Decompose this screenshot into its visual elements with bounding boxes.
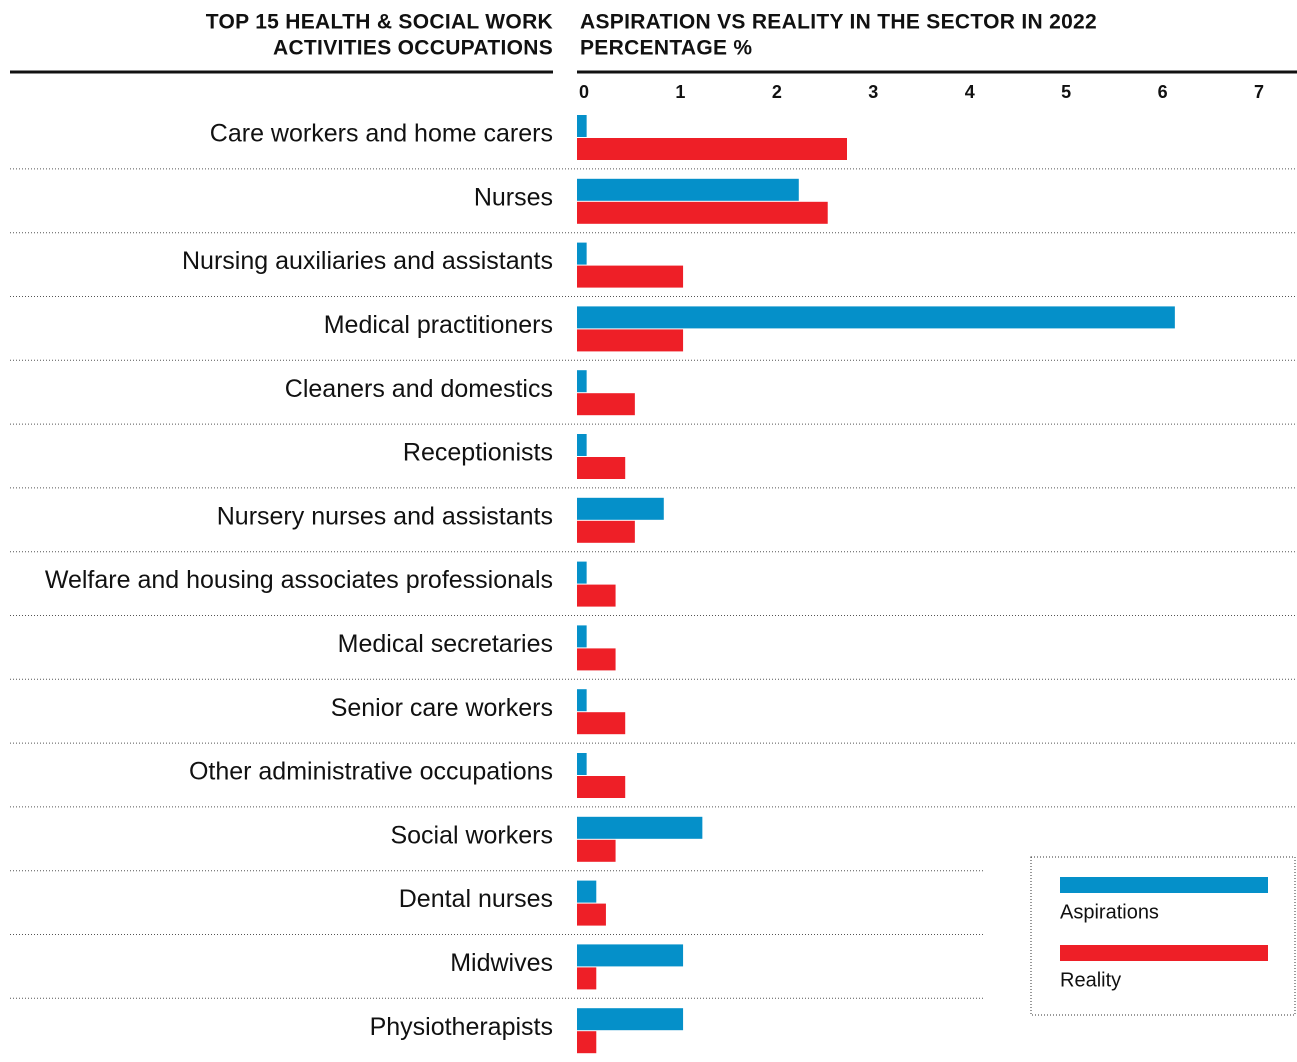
legend-swatch	[1060, 945, 1268, 961]
legend-box	[1030, 856, 1296, 1016]
bar	[577, 776, 626, 798]
bar	[577, 265, 684, 288]
bar	[577, 242, 587, 265]
x-tick-label: 0	[579, 82, 589, 102]
bar	[577, 944, 684, 967]
bar	[577, 115, 587, 137]
chart-title: ASPIRATION VS REALITY IN THE SECTOR IN 2…	[580, 11, 1097, 34]
category-label: Medical practitioners	[324, 311, 553, 339]
bar	[577, 816, 703, 839]
category-label: Nursery nurses and assistants	[217, 502, 553, 530]
bar	[577, 880, 597, 903]
bar	[577, 967, 597, 990]
x-tick-label: 2	[772, 82, 782, 102]
left-title: ACTIVITIES OCCUPATIONS	[273, 37, 553, 60]
category-label: Dental nurses	[399, 885, 553, 913]
bar	[577, 689, 587, 712]
x-tick-label: 4	[965, 82, 975, 102]
category-label: Medical secretaries	[338, 630, 553, 658]
bar	[577, 138, 847, 160]
bar	[577, 370, 587, 393]
bar	[577, 329, 684, 352]
bar	[577, 712, 626, 735]
category-label: Receptionists	[403, 439, 553, 467]
category-label: Physiotherapists	[370, 1013, 553, 1041]
bar	[577, 753, 587, 775]
bar	[577, 903, 606, 926]
category-label: Midwives	[450, 949, 553, 977]
legend-label: Aspirations	[1060, 901, 1159, 923]
bar	[577, 393, 635, 416]
category-label: Welfare and housing associates professio…	[45, 566, 553, 594]
category-label: Social workers	[390, 821, 553, 849]
bar	[577, 520, 635, 543]
bar	[577, 648, 616, 671]
legend-swatch	[1060, 877, 1268, 893]
category-label: Senior care workers	[331, 694, 553, 722]
category-label: Nurses	[474, 183, 553, 211]
chart-title: PERCENTAGE %	[580, 37, 752, 60]
category-label: Nursing auxiliaries and assistants	[182, 247, 553, 275]
x-tick-label: 1	[675, 82, 685, 102]
x-tick-label: 3	[868, 82, 878, 102]
bar	[577, 584, 616, 607]
legend-label: Reality	[1060, 969, 1121, 991]
bar	[577, 561, 587, 584]
bar	[577, 497, 664, 520]
bar	[577, 457, 626, 479]
bar	[577, 839, 616, 862]
bar	[577, 625, 587, 648]
category-label: Cleaners and domestics	[285, 375, 553, 403]
category-label: Care workers and home carers	[210, 120, 553, 148]
bar	[577, 434, 587, 456]
x-tick-label: 6	[1158, 82, 1168, 102]
bar	[577, 178, 799, 201]
category-label: Other administrative occupations	[189, 758, 553, 786]
x-tick-label: 7	[1254, 82, 1264, 102]
x-tick-label: 5	[1061, 82, 1071, 102]
bar	[577, 1008, 684, 1031]
left-title: TOP 15 HEALTH & SOCIAL WORK	[206, 11, 553, 34]
bar	[577, 306, 1175, 329]
bar	[577, 201, 828, 224]
bar	[577, 1031, 597, 1054]
